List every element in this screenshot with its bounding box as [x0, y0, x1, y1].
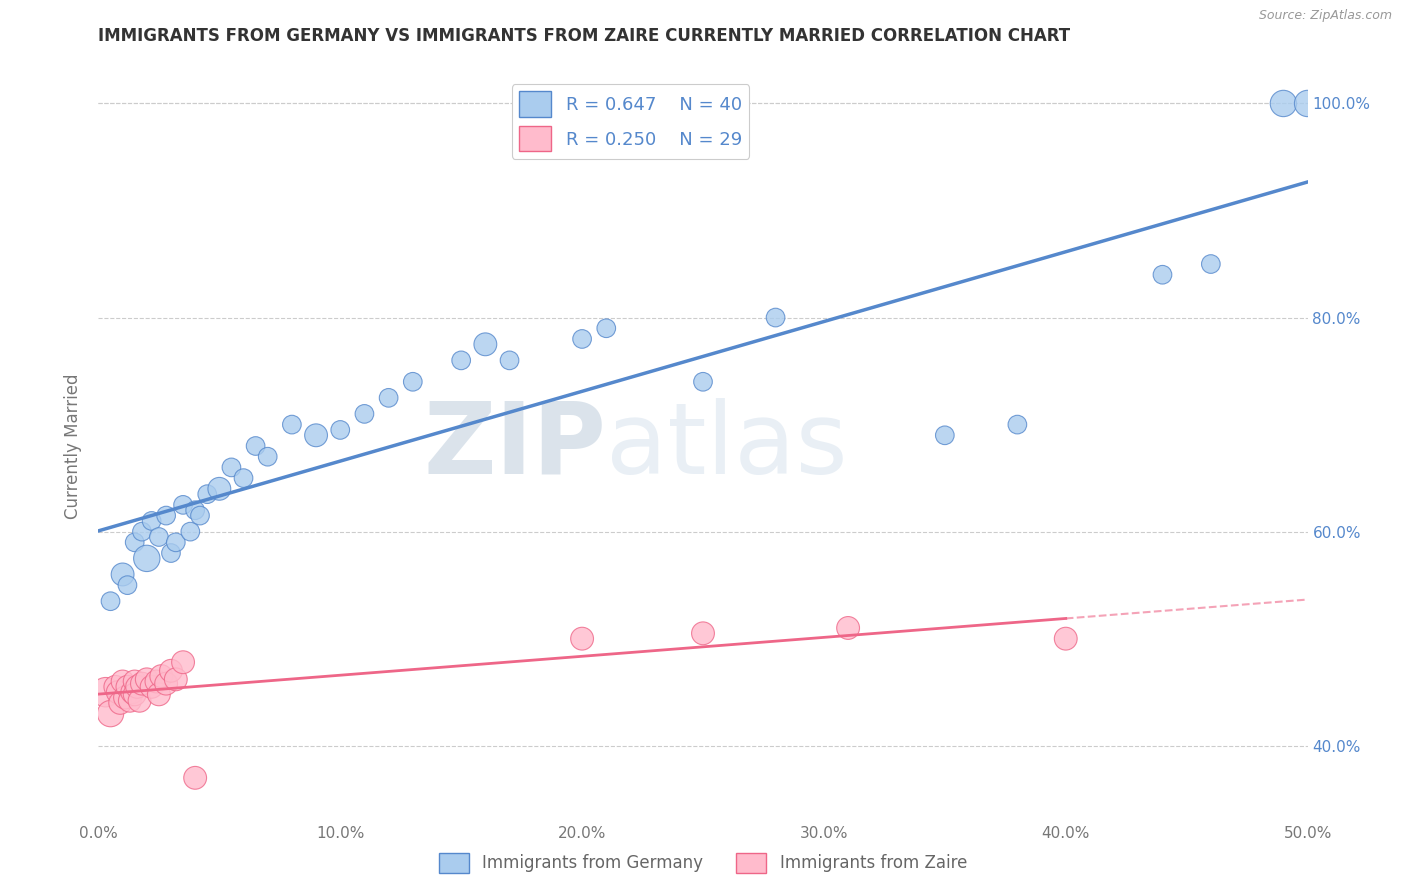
Point — [111, 674, 134, 689]
Point — [765, 310, 787, 325]
Point — [118, 694, 141, 708]
Point — [114, 690, 136, 705]
Point — [135, 673, 157, 687]
Text: IMMIGRANTS FROM GERMANY VS IMMIGRANTS FROM ZAIRE CURRENTLY MARRIED CORRELATION C: IMMIGRANTS FROM GERMANY VS IMMIGRANTS FR… — [98, 27, 1070, 45]
Point — [111, 567, 134, 582]
Point — [160, 546, 183, 560]
Point — [595, 321, 617, 335]
Point — [165, 535, 187, 549]
Point — [155, 508, 177, 523]
Point — [1296, 96, 1319, 111]
Point — [571, 332, 593, 346]
Point — [256, 450, 278, 464]
Point — [450, 353, 472, 368]
Point — [837, 621, 859, 635]
Point — [305, 428, 328, 442]
Point — [117, 680, 139, 694]
Point — [172, 655, 194, 669]
Point — [135, 551, 157, 566]
Text: atlas: atlas — [606, 398, 848, 494]
Point — [281, 417, 304, 432]
Point — [145, 674, 167, 689]
Legend: Immigrants from Germany, Immigrants from Zaire: Immigrants from Germany, Immigrants from… — [432, 847, 974, 880]
Point — [1054, 632, 1077, 646]
Point — [155, 676, 177, 690]
Point — [108, 696, 131, 710]
Point — [188, 508, 211, 523]
Point — [127, 680, 149, 694]
Point — [124, 687, 146, 701]
Point — [934, 428, 956, 442]
Point — [172, 498, 194, 512]
Point — [474, 337, 496, 351]
Point — [148, 530, 170, 544]
Point — [184, 771, 207, 785]
Point — [150, 669, 173, 683]
Point — [124, 674, 146, 689]
Point — [165, 673, 187, 687]
Point — [245, 439, 267, 453]
Point — [94, 685, 117, 699]
Text: ZIP: ZIP — [423, 398, 606, 494]
Point — [128, 694, 150, 708]
Point — [141, 680, 163, 694]
Point — [1007, 417, 1029, 432]
Point — [121, 685, 143, 699]
Point — [232, 471, 254, 485]
Legend: R = 0.647    N = 40, R = 0.250    N = 29: R = 0.647 N = 40, R = 0.250 N = 29 — [512, 84, 749, 159]
Point — [377, 391, 399, 405]
Point — [148, 687, 170, 701]
Point — [353, 407, 375, 421]
Point — [692, 626, 714, 640]
Point — [1199, 257, 1222, 271]
Y-axis label: Currently Married: Currently Married — [65, 373, 83, 519]
Point — [100, 594, 122, 608]
Point — [141, 514, 163, 528]
Point — [221, 460, 243, 475]
Point — [571, 632, 593, 646]
Point — [402, 375, 425, 389]
Point — [329, 423, 352, 437]
Point — [104, 680, 127, 694]
Point — [117, 578, 139, 592]
Point — [124, 535, 146, 549]
Point — [160, 664, 183, 678]
Point — [179, 524, 201, 539]
Point — [100, 706, 122, 721]
Point — [107, 685, 129, 699]
Text: Source: ZipAtlas.com: Source: ZipAtlas.com — [1258, 9, 1392, 22]
Point — [692, 375, 714, 389]
Point — [498, 353, 520, 368]
Point — [1272, 96, 1295, 111]
Point — [131, 676, 153, 690]
Point — [1152, 268, 1174, 282]
Point — [131, 524, 153, 539]
Point — [208, 482, 231, 496]
Point — [195, 487, 218, 501]
Point — [184, 503, 207, 517]
